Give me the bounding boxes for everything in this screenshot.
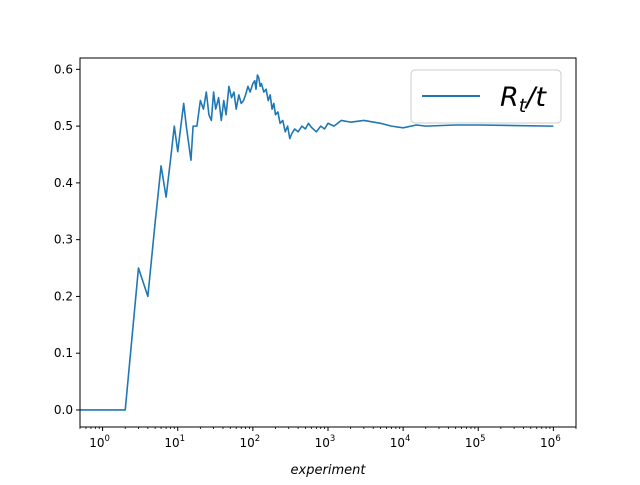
- x-axis-label: experiment: [291, 463, 367, 478]
- x-tick-label-base: 10: [540, 436, 555, 450]
- x-tick-label: 103: [315, 434, 336, 450]
- legend-label-main: R: [500, 82, 519, 113]
- series-layer: [80, 74, 554, 411]
- y-tick-label: 0.1: [54, 346, 73, 360]
- y-tick-label: 0.6: [54, 62, 73, 76]
- x-tick-label-base: 10: [390, 436, 405, 450]
- legend-label: Rt/t: [500, 82, 547, 117]
- x-tick-label-exponent: 1: [180, 434, 185, 444]
- legend-label-subscript: t: [519, 95, 528, 117]
- legend: Rt/t: [410, 69, 562, 124]
- x-tick-label: 105: [465, 434, 486, 450]
- x-tick-label: 102: [240, 434, 261, 450]
- x-tick-label-base: 10: [89, 436, 104, 450]
- legend-box: [410, 69, 562, 124]
- y-tick-label: 0.2: [54, 289, 73, 303]
- x-tick-label-exponent: 3: [330, 434, 335, 444]
- x-tick-label-exponent: 6: [555, 434, 560, 444]
- x-tick-label-base: 10: [164, 436, 179, 450]
- x-tick-label: 106: [540, 434, 561, 450]
- y-tick-label: 0.5: [54, 119, 73, 133]
- x-tick-label-base: 10: [240, 436, 255, 450]
- plot-frame: [79, 57, 577, 428]
- x-tick-label-exponent: 2: [255, 434, 260, 444]
- x-tick-label: 104: [390, 434, 411, 450]
- x-tick-label-base: 10: [465, 436, 480, 450]
- x-tick-label: 101: [164, 434, 185, 450]
- y-tick-label: 0.3: [54, 233, 73, 247]
- x-tick-label-exponent: 4: [405, 434, 410, 444]
- x-tick-label: 100: [89, 434, 110, 450]
- legend-label-tail: /t: [524, 82, 547, 113]
- x-tick-label-exponent: 5: [480, 434, 485, 444]
- y-tick-label: 0.4: [54, 176, 73, 190]
- series-line: [80, 74, 554, 411]
- y-tick-label: 0.0: [54, 403, 73, 417]
- x-tick-label-base: 10: [315, 436, 330, 450]
- x-tick-label-exponent: 0: [105, 434, 110, 444]
